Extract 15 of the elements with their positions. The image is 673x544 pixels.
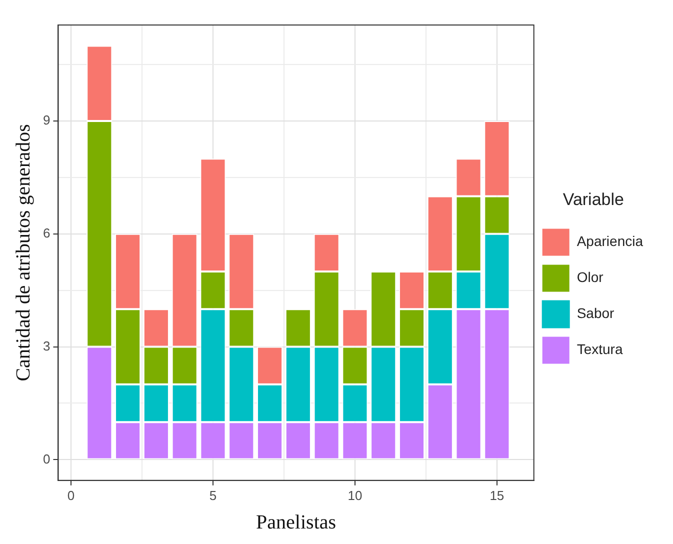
- y-tick-label: 6: [42, 225, 50, 240]
- y-tick-label: 0: [42, 451, 50, 466]
- legend-label: Sabor: [576, 305, 615, 322]
- y-tick-label: 9: [42, 112, 50, 128]
- x-tick-label: 0: [67, 488, 75, 503]
- x-tick-label: 10: [348, 488, 362, 503]
- y-tick-label: 3: [42, 338, 50, 354]
- y-axis-title: Cantidad de atributos generados: [12, 124, 34, 382]
- legend-label: Apariencia: [576, 233, 644, 250]
- x-tick-label: 15: [490, 488, 504, 503]
- x-tick-label: 5: [209, 488, 217, 503]
- x-axis-title: Panelistas: [256, 511, 336, 534]
- legend-label: Olor: [576, 269, 604, 286]
- legend-label: Textura: [576, 341, 623, 358]
- legend-title: Variable: [562, 190, 624, 209]
